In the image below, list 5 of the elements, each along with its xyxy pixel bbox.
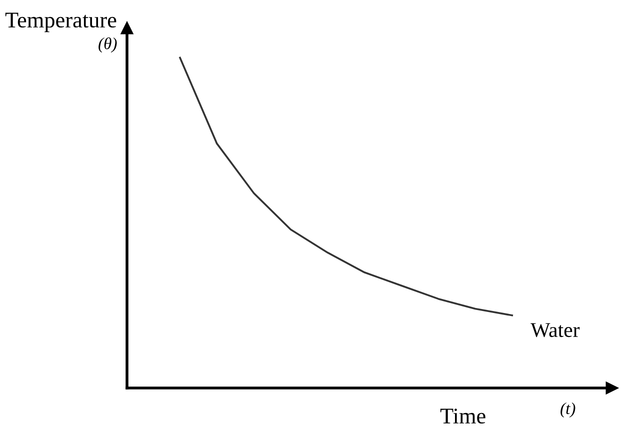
text: (t) xyxy=(560,402,576,418)
y-axis-title: Temperature xyxy=(5,12,116,32)
x-axis-title: Time xyxy=(440,408,486,424)
series-label: Water xyxy=(530,323,580,338)
text: (θ) xyxy=(98,37,117,53)
